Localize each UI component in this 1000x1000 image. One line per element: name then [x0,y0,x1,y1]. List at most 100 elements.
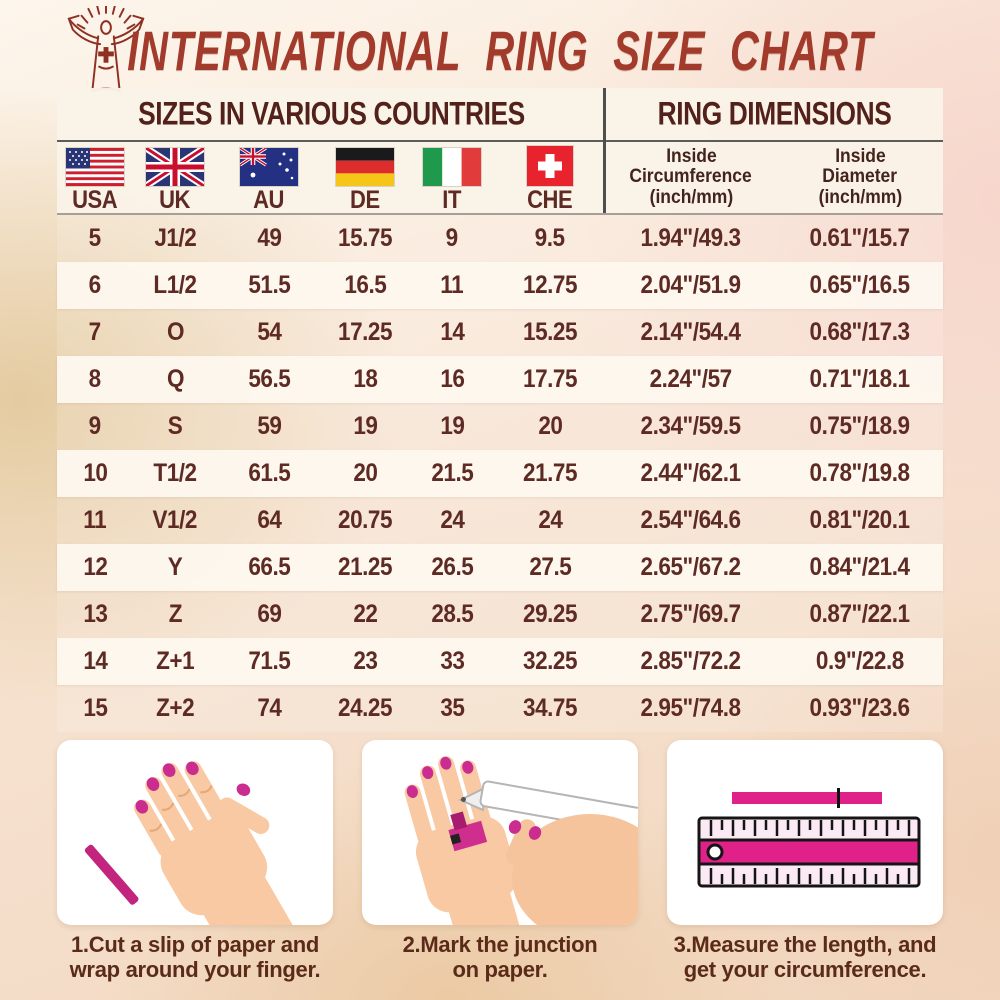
column-header-uk: UK [133,142,217,213]
table-cell: 9 [445,224,459,252]
country-label: UK [159,185,191,214]
table-cell: 7 [88,318,102,346]
table-cell: 13 [82,600,108,628]
column-header-inside-diameter: Inside Diameter (inch/mm) [818,145,902,208]
table-cell: 22 [352,600,378,628]
italy-flag-icon [423,147,481,186]
header-divider-vertical [603,88,606,213]
table-cell: 15.25 [522,318,578,346]
table-body: 5 J1/2 49 15.75 9 9.5 1.94"/49.3 0.61"/15.7 6 L1/… [57,215,943,732]
ruler-measuring-illustration [697,788,921,888]
table-cell: 2.95"/74.8 [640,694,742,722]
hand-with-paper-strip-illustration [84,761,301,925]
table-cell: 9 [88,412,102,440]
table-cell: 10 [82,459,108,487]
table-cell: 35 [439,694,465,722]
table-cell: 0.71"/18.1 [809,365,911,393]
table-cell: 69 [256,600,282,628]
country-label: IT [442,185,462,214]
uk-flag-icon [146,147,204,186]
table-cell: 19 [439,412,465,440]
table-row: 7 O 54 17.25 14 15.25 2.14"/54.4 0.68"/17.3 [57,309,943,356]
table-cell: 2.65"/67.2 [640,553,742,581]
table-cell: 0.68"/17.3 [809,318,911,346]
table-cell: 49 [256,224,282,252]
step-3: 3.Measure the length, and get your circu… [667,740,943,982]
column-header-usa: USA [57,142,133,213]
table-row: 6 L1/2 51.5 16.5 11 12.75 2.04"/51.9 0.65"/16.5 [57,262,943,309]
table-cell: 14 [439,318,465,346]
table-cell: 24.25 [337,694,393,722]
measuring-steps: 1.Cut a slip of paper and wrap around yo… [57,740,943,982]
table-cell: 2.24"/57 [649,365,733,393]
step-2-panel [362,740,638,925]
table-cell: 26.5 [430,553,473,581]
table-cell: 21.75 [522,459,578,487]
country-label: DE [350,185,380,214]
table-cell: 29.25 [522,600,578,628]
table-cell: Q [166,365,184,393]
table-cell: 23 [352,647,378,675]
table-cell: 17.25 [337,318,393,346]
step-1: 1.Cut a slip of paper and wrap around yo… [57,740,333,982]
table-cell: 32.25 [522,647,578,675]
table-cell: 18 [352,365,378,393]
table-cell: 74 [256,694,282,722]
table-cell: 51.5 [247,271,290,299]
table-cell: 24 [537,506,563,534]
table-row: 10 T1/2 61.5 20 21.5 21.75 2.44"/62.1 0.78"/19.… [57,450,943,497]
table-cell: 12 [82,553,108,581]
table-cell: 9.5 [535,224,565,252]
table-cell: 33 [439,647,465,675]
table-cell: 11 [440,271,464,299]
section-ring-dimensions: RING DIMENSIONS [657,95,891,132]
column-header-de: DE [321,142,409,213]
table-cell: 20 [352,459,378,487]
table-cell: 61.5 [247,459,290,487]
switzerland-flag-icon [527,145,573,186]
table-cell: 0.84"/21.4 [809,553,911,581]
table-cell: 20.75 [337,506,393,534]
table-cell: T1/2 [153,459,197,487]
step-3-caption: 3.Measure the length, and get your circu… [673,932,937,982]
table-cell: Z+1 [155,647,195,675]
table-cell: 2.75"/69.7 [640,600,742,628]
table-cell: 21.25 [337,553,393,581]
table-cell: 2.34"/59.5 [640,412,742,440]
section-sizes-countries: SIZES IN VARIOUS COUNTRIES [137,95,525,132]
country-label: CHE [527,185,573,214]
table-cell: Z [168,600,182,628]
table-cell: 54 [256,318,282,346]
table-cell: 19 [352,412,378,440]
table-cell: 34.75 [522,694,578,722]
column-header-it: IT [409,142,495,213]
column-header-inside-circumference: Inside Circumference (inch/mm) [629,145,753,208]
table-cell: 66.5 [247,553,290,581]
country-label: AU [253,185,285,214]
table-row: 9 S 59 19 19 20 2.34"/59.5 0.75"/18.9 [57,403,943,450]
table-cell: 0.81"/20.1 [809,506,911,534]
australia-flag-icon [240,147,298,186]
table-cell: 2.85"/72.2 [640,647,742,675]
table-cell: 28.5 [430,600,473,628]
table-cell: 14 [82,647,108,675]
table-cell: 2.04"/51.9 [640,271,742,299]
table-cell: 21.5 [430,459,473,487]
table-row: 15 Z+2 74 24.25 35 34.75 2.95"/74.8 0.93"/23.6 [57,685,943,732]
table-row: 12 Y 66.5 21.25 26.5 27.5 2.65"/67.2 0.84"/21.4 [57,544,943,591]
table-cell: 17.75 [522,365,578,393]
table-header: SIZES IN VARIOUS COUNTRIES RING DIMENSIO… [57,88,943,215]
table-cell: 0.93"/23.6 [809,694,911,722]
page-title: INTERNATIONAL RING SIZE CHART [0,20,1000,83]
country-label: USA [72,185,118,214]
table-cell: 0.65"/16.5 [809,271,911,299]
table-row: 11 V1/2 64 20.75 24 24 2.54"/64.6 0.81"/20.1 [57,497,943,544]
table-cell: 71.5 [247,647,290,675]
table-cell: V1/2 [152,506,198,534]
ring-size-table: SIZES IN VARIOUS COUNTRIES RING DIMENSIO… [57,88,943,732]
germany-flag-icon [336,147,394,186]
hands-marking-paper-illustration [404,756,638,925]
table-cell: 15 [82,694,108,722]
table-cell: 0.61"/15.7 [809,224,911,252]
